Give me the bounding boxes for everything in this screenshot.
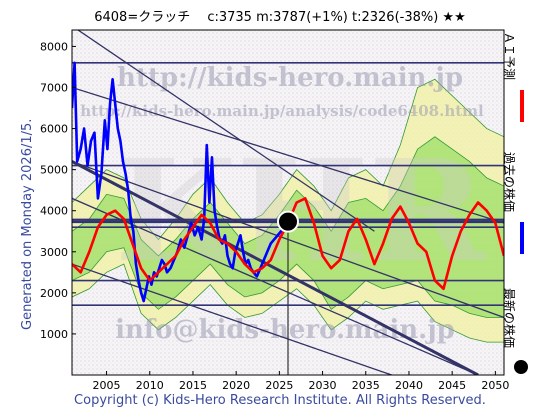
channel-line-4: [76, 30, 375, 232]
x-tick-label-2015: 2015: [179, 379, 207, 392]
watermark-email: info@kids-hero.main.jp: [115, 315, 455, 345]
x-tick-label-2035: 2035: [352, 379, 380, 392]
chart-title: 6408=クラッチ c:3735 m:3787(+1%) t:2326(-38%…: [94, 10, 466, 25]
band-edge-inner-upper: [72, 136, 504, 257]
x-tick-label-2025: 2025: [265, 379, 293, 392]
x-tick-label-2030: 2030: [309, 379, 337, 392]
copyright: Copyright (c) Kids-Hero Research Institu…: [74, 393, 486, 408]
legend-past: 過去の株価: [501, 152, 518, 212]
reference-lines: [72, 30, 504, 375]
legend-ai-label: ＡＩ予測: [502, 32, 516, 81]
axes: 1000 2000 3000 4000 5000 6000 7000 8000 2005 2010…: [40, 40, 509, 392]
x-tick-label-2020: 2020: [222, 379, 250, 392]
legend-latest-label: 最新の株価: [502, 288, 516, 349]
x-tick-label-2010: 2010: [136, 379, 164, 392]
legend-past-swatch: [520, 222, 524, 254]
legend-latest: 最新の株価: [501, 288, 518, 348]
watermark-logo: KHR: [115, 130, 487, 294]
y-tick-label-8000: 8000: [40, 40, 68, 53]
plot-frame: [71, 29, 505, 376]
y-tick-label-1000: 1000: [40, 328, 68, 341]
channel-line-3: [72, 263, 392, 375]
x-tick-label-2005: 2005: [93, 379, 121, 392]
x-tick-label-2040: 2040: [395, 379, 423, 392]
y-tick-label-3000: 3000: [40, 246, 68, 259]
legend-ai: ＡＩ予測: [501, 32, 518, 80]
watermark-url-1: http://kids-hero.main.jp: [117, 63, 463, 93]
channel-line-0: [72, 86, 504, 224]
legend-ai-swatch: [520, 90, 524, 122]
channel-line-thick: [72, 160, 479, 375]
y-tick-label-6000: 6000: [40, 123, 68, 136]
y-tick-label-5000: 5000: [40, 164, 68, 177]
watermark-url-2: http://kids-hero.main.jp/analysis/code64…: [80, 102, 484, 120]
y-tick-label-4000: 4000: [40, 205, 68, 218]
latest-price-marker: [277, 210, 299, 233]
y-tick-label-2000: 2000: [40, 287, 68, 300]
y-tick-label-7000: 7000: [40, 82, 68, 95]
watermarks: KHR http://kids-hero.main.jp http://kids…: [80, 63, 487, 345]
legend-latest-dot: [514, 360, 528, 374]
latest-marker-layer: [277, 210, 299, 233]
generated-date: Generated on Monday 2026/1/5.: [20, 118, 35, 330]
legend-past-label: 過去の株価: [502, 152, 516, 213]
channel-line-2: [72, 197, 479, 375]
x-tick-label-2050: 2050: [481, 379, 509, 392]
x-tick-label-2045: 2045: [438, 379, 466, 392]
